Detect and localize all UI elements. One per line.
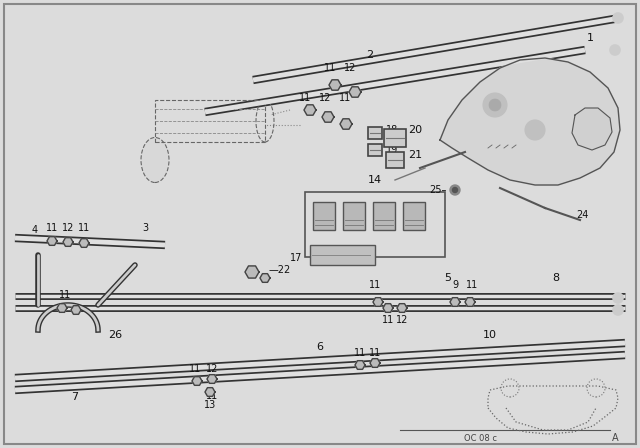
Bar bbox=[403, 202, 425, 230]
Polygon shape bbox=[192, 377, 202, 385]
Polygon shape bbox=[322, 112, 334, 122]
Text: 7: 7 bbox=[72, 392, 79, 402]
Bar bbox=[386, 152, 404, 168]
Polygon shape bbox=[260, 274, 270, 282]
Text: 1: 1 bbox=[586, 33, 593, 43]
Bar bbox=[368, 127, 382, 139]
Text: 5: 5 bbox=[445, 273, 451, 283]
Polygon shape bbox=[383, 304, 393, 312]
Circle shape bbox=[452, 188, 458, 193]
Text: 25–: 25– bbox=[429, 185, 447, 195]
Text: 18: 18 bbox=[386, 125, 398, 135]
Text: 11: 11 bbox=[206, 391, 218, 401]
Text: 14: 14 bbox=[368, 175, 382, 185]
Text: 11: 11 bbox=[369, 280, 381, 290]
Text: 11: 11 bbox=[189, 364, 201, 374]
Bar bbox=[343, 202, 365, 230]
Text: 13: 13 bbox=[204, 400, 216, 410]
Text: —22: —22 bbox=[269, 265, 291, 275]
Polygon shape bbox=[355, 361, 365, 369]
Text: 11: 11 bbox=[339, 93, 351, 103]
Polygon shape bbox=[465, 297, 475, 306]
Polygon shape bbox=[572, 108, 612, 150]
Text: 8: 8 bbox=[552, 273, 559, 283]
Text: 12: 12 bbox=[206, 364, 218, 374]
Text: 11: 11 bbox=[78, 223, 90, 233]
Text: A: A bbox=[612, 433, 618, 443]
Polygon shape bbox=[57, 304, 67, 312]
Text: 3: 3 bbox=[142, 223, 148, 233]
Text: 17: 17 bbox=[290, 253, 302, 263]
Text: 26: 26 bbox=[108, 330, 122, 340]
Bar bbox=[310, 245, 375, 265]
Circle shape bbox=[525, 120, 545, 140]
Text: 12: 12 bbox=[319, 93, 331, 103]
Text: OC 08 c: OC 08 c bbox=[463, 434, 497, 443]
Polygon shape bbox=[349, 87, 361, 97]
Text: 11: 11 bbox=[354, 348, 366, 358]
Polygon shape bbox=[304, 105, 316, 115]
Circle shape bbox=[610, 45, 620, 55]
Polygon shape bbox=[47, 237, 57, 246]
Polygon shape bbox=[340, 119, 352, 129]
Text: 11: 11 bbox=[46, 223, 58, 233]
Text: 11: 11 bbox=[369, 348, 381, 358]
Ellipse shape bbox=[141, 138, 169, 182]
Text: 20: 20 bbox=[408, 125, 422, 135]
Text: 2: 2 bbox=[367, 50, 374, 60]
Text: 15: 15 bbox=[312, 212, 324, 222]
Circle shape bbox=[450, 185, 460, 195]
Bar bbox=[368, 144, 382, 156]
Polygon shape bbox=[245, 266, 259, 278]
Text: 11: 11 bbox=[59, 290, 71, 300]
Circle shape bbox=[489, 99, 501, 111]
Text: 12: 12 bbox=[344, 63, 356, 73]
Polygon shape bbox=[329, 80, 341, 90]
Bar bbox=[305, 192, 445, 257]
Text: 21: 21 bbox=[408, 150, 422, 160]
Polygon shape bbox=[440, 58, 620, 185]
Polygon shape bbox=[207, 375, 217, 383]
Circle shape bbox=[613, 13, 623, 23]
Text: 10: 10 bbox=[483, 330, 497, 340]
Polygon shape bbox=[205, 388, 215, 396]
Polygon shape bbox=[373, 297, 383, 306]
Bar bbox=[373, 202, 395, 230]
Text: 12: 12 bbox=[396, 315, 408, 325]
Text: 23: 23 bbox=[387, 155, 399, 165]
Text: 11: 11 bbox=[382, 315, 394, 325]
Polygon shape bbox=[397, 304, 407, 312]
Polygon shape bbox=[79, 239, 89, 247]
Bar bbox=[313, 202, 335, 230]
Polygon shape bbox=[370, 359, 380, 367]
Circle shape bbox=[613, 305, 623, 315]
Bar bbox=[155, 100, 265, 142]
Polygon shape bbox=[63, 238, 73, 246]
Circle shape bbox=[483, 93, 507, 117]
Circle shape bbox=[613, 293, 623, 303]
Text: 4: 4 bbox=[32, 225, 38, 235]
Text: 9: 9 bbox=[452, 280, 458, 290]
Text: 19: 19 bbox=[386, 145, 398, 155]
Text: 11: 11 bbox=[299, 93, 311, 103]
Polygon shape bbox=[450, 297, 460, 306]
Text: 12: 12 bbox=[62, 223, 74, 233]
Polygon shape bbox=[71, 306, 81, 314]
Text: 11: 11 bbox=[324, 63, 336, 73]
Text: 16: 16 bbox=[414, 212, 426, 222]
Bar bbox=[384, 129, 406, 147]
Text: 11: 11 bbox=[466, 280, 478, 290]
Text: 6: 6 bbox=[317, 342, 323, 352]
Text: 24: 24 bbox=[576, 210, 588, 220]
